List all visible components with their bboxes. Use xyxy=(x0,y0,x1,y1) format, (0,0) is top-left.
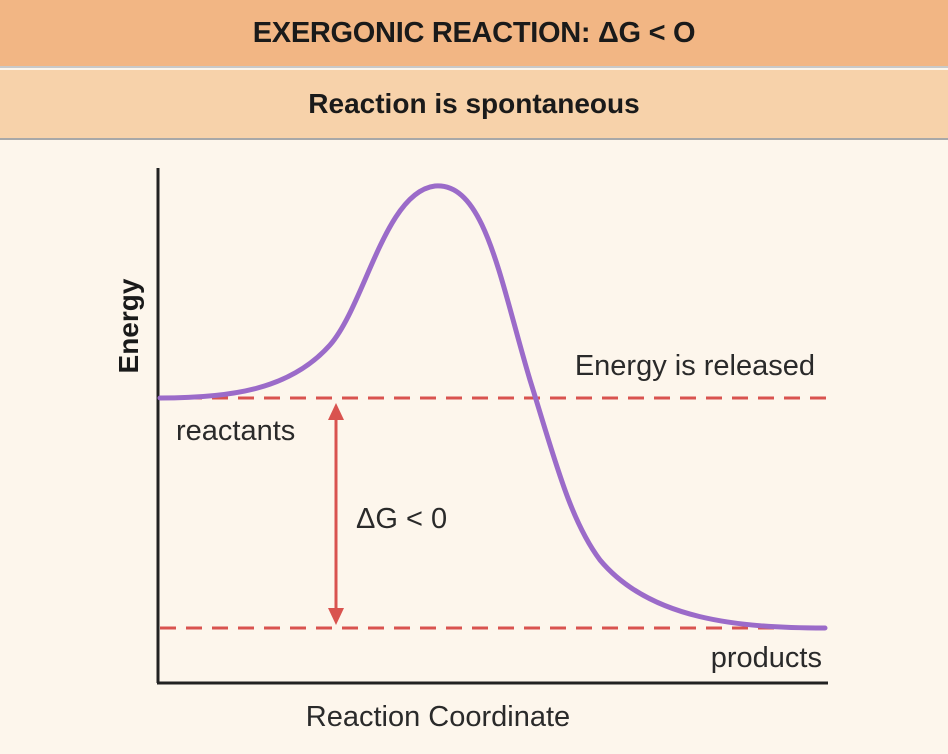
delta-g-label: ΔG < 0 xyxy=(356,503,447,535)
figure-title: EXERGONIC REACTION: ΔG < O xyxy=(0,0,948,68)
products-label: products xyxy=(711,642,822,674)
y-axis-label: Energy xyxy=(113,278,144,373)
delta-g-arrow-head-top xyxy=(328,403,344,420)
energy-curve xyxy=(157,183,828,631)
energy-released-label: Energy is released xyxy=(575,350,815,382)
delta-g-arrow-head-bottom xyxy=(328,608,344,625)
reactants-label: reactants xyxy=(176,415,295,447)
x-axis-label: Reaction Coordinate xyxy=(306,701,570,733)
figure-subtitle: Reaction is spontaneous xyxy=(0,70,948,140)
